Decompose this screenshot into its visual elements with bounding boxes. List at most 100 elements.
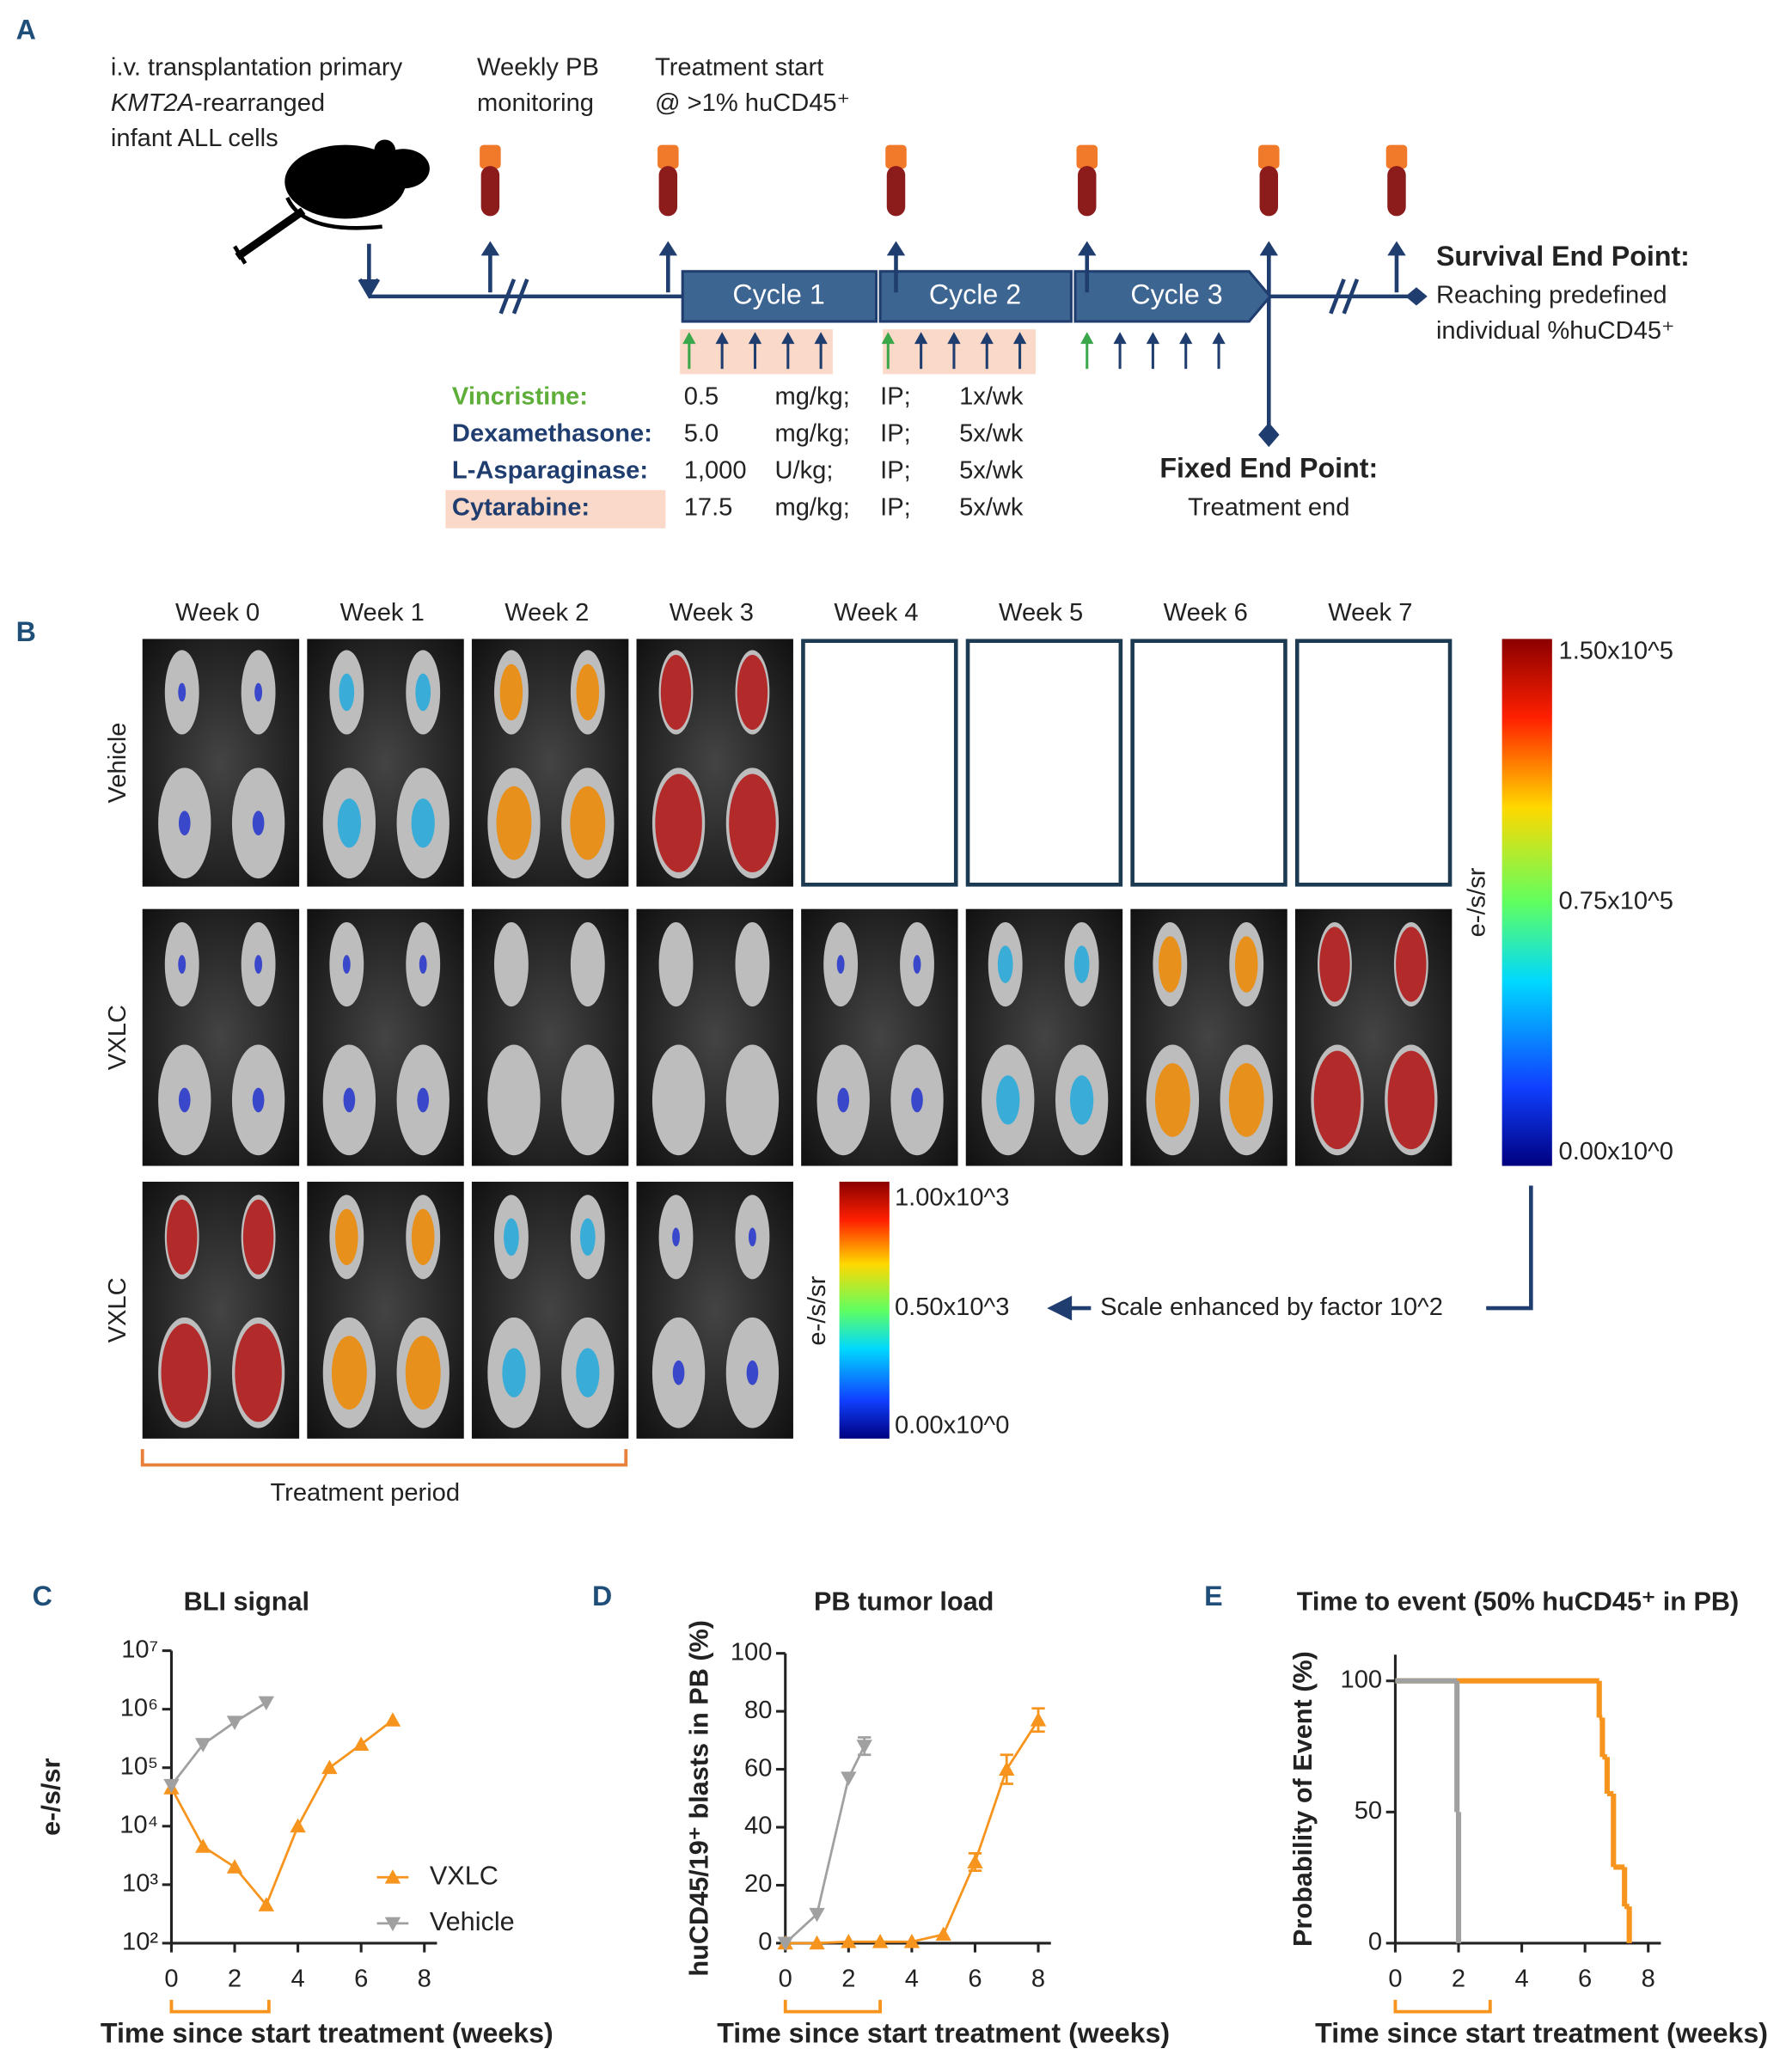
dose-arrow-head <box>947 332 961 345</box>
line <box>170 1701 267 1787</box>
dose-arrow-head <box>1179 332 1193 345</box>
x-tick-label: 6 <box>354 1966 368 1993</box>
x-tick-label: 4 <box>905 1966 919 1993</box>
highlight <box>445 490 666 529</box>
drug-dose: 1,000 <box>684 456 747 484</box>
signal <box>252 1087 265 1113</box>
dose-arrow-head <box>781 332 795 345</box>
marker <box>163 1778 180 1794</box>
signal <box>417 1087 430 1113</box>
signal <box>576 664 600 721</box>
x-tick-label: 8 <box>1031 1966 1045 1993</box>
signal <box>672 1227 680 1247</box>
signal <box>343 1087 356 1113</box>
drug-dose: 5.0 <box>684 420 719 448</box>
week-label: Week 1 <box>340 599 425 627</box>
drug-unit: mg/kg; <box>774 493 849 521</box>
signal <box>1234 936 1258 993</box>
arrow-head <box>1078 241 1097 256</box>
signal <box>178 810 191 836</box>
row-label: Vehicle <box>104 723 131 804</box>
signal <box>339 673 355 712</box>
x-tick-label: 0 <box>779 1966 792 1993</box>
legend-marker <box>384 1917 401 1932</box>
tube-cap <box>1385 144 1408 169</box>
drug-unit: U/kg; <box>774 456 833 484</box>
connector <box>1047 1185 1533 1321</box>
signal <box>419 955 427 974</box>
chart: D PB tumor load huCD45/19⁺ blasts in PB (%… <box>592 1581 1170 2049</box>
tube <box>886 166 906 217</box>
marker <box>809 1935 825 1950</box>
signal <box>1313 1050 1361 1150</box>
text: Weekly PB <box>477 53 599 81</box>
row-label: VXLC <box>104 1005 131 1070</box>
marker <box>258 1696 275 1711</box>
mouse <box>493 921 529 1007</box>
y-axis-label: Probability of Event (%) <box>1288 1651 1318 1947</box>
drug-name: Vincristine: <box>452 383 588 411</box>
arrow-head <box>1387 241 1406 256</box>
colorbar <box>1501 639 1552 1166</box>
signal <box>252 810 265 836</box>
signal <box>997 945 1013 983</box>
colorbar <box>839 1181 890 1439</box>
y-axis-label: e-/s/sr <box>37 1758 66 1836</box>
signal <box>913 955 921 974</box>
text: infant ALL cells <box>111 125 278 152</box>
y-tick-label: 10⁷ <box>121 1636 158 1663</box>
dose-arrow-head <box>814 332 828 345</box>
timeline <box>358 243 1428 448</box>
tube-cap <box>480 144 501 169</box>
drug-name: L-Asparaginase: <box>452 456 648 484</box>
signal <box>235 1323 282 1422</box>
tube-cap <box>885 144 907 169</box>
signal <box>161 1323 209 1422</box>
cycle-label: Cycle 3 <box>1130 278 1222 309</box>
highlight <box>883 329 1036 375</box>
marker <box>384 1712 401 1727</box>
marker <box>841 1771 857 1786</box>
signal <box>1396 926 1427 1002</box>
marker <box>290 1818 306 1833</box>
scale-unit: e-/s/sr <box>1464 867 1491 937</box>
week-label: Week 5 <box>999 599 1083 627</box>
dose-arrow-head <box>1146 332 1160 345</box>
week-label: Week 6 <box>1164 599 1248 627</box>
mouse <box>651 1044 706 1156</box>
text: individual %huCD45⁺ <box>1436 317 1675 345</box>
signal <box>254 682 263 702</box>
dose-arrow-head <box>914 332 928 345</box>
x-tick-label: 6 <box>968 1966 982 1993</box>
x-tick-label: 8 <box>418 1966 431 1993</box>
marker <box>195 1838 211 1853</box>
marker <box>999 1761 1015 1776</box>
x-tick-label: 0 <box>1388 1966 1402 1993</box>
signal <box>655 774 702 872</box>
tube <box>658 166 678 217</box>
marker <box>872 1934 889 1948</box>
x-axis-label: Time since start treatment (weeks) <box>717 2018 1170 2049</box>
signal <box>502 1348 526 1397</box>
axes <box>169 1650 437 1945</box>
y-tick-label: 10⁶ <box>120 1694 158 1721</box>
signal <box>836 955 845 974</box>
tube <box>1078 166 1097 217</box>
drug-frequency: 5x/wk <box>959 493 1024 521</box>
dose-arrow-head <box>1080 332 1094 345</box>
mouse <box>233 139 430 265</box>
marker <box>321 1759 338 1775</box>
panel-letter: A <box>16 14 36 45</box>
scale-label: 0.00x10^0 <box>1559 1138 1673 1165</box>
week-label: Week 0 <box>175 599 260 627</box>
signal <box>178 682 187 702</box>
y-tick-label: 0 <box>758 1929 772 1956</box>
row-label: VXLC <box>104 1277 131 1342</box>
signal <box>911 1087 923 1113</box>
signal <box>737 654 768 731</box>
text: -rearranged <box>194 89 325 117</box>
y-tick-label: 20 <box>744 1870 772 1898</box>
tube-cap <box>657 144 679 169</box>
empty-tile <box>1294 639 1453 887</box>
marker <box>856 1740 872 1754</box>
